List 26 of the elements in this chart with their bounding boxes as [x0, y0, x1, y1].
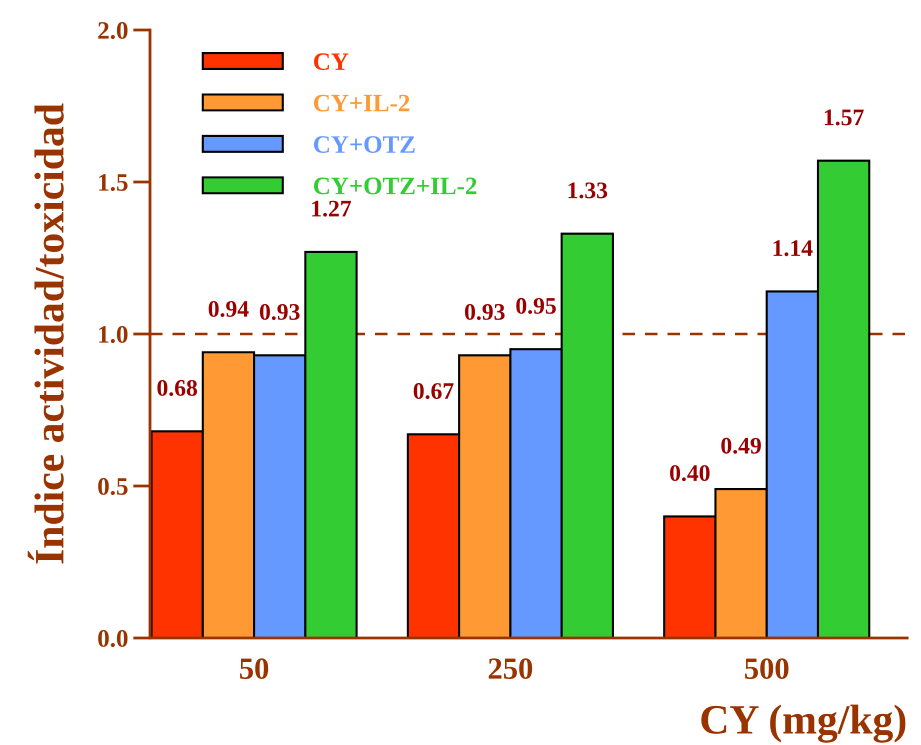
y-tick-label: 0.0 [98, 630, 128, 648]
y-tick-label: 2.0 [98, 22, 128, 40]
data-label: 0.93 [465, 304, 505, 320]
y-tick-label: 0.5 [98, 478, 128, 496]
y-tick-label: 1.5 [99, 174, 128, 192]
y-tick-label: 1.0 [99, 326, 128, 344]
y-axis-title: Índice actividad/toxicidad [28, 104, 64, 564]
data-label: 0.67 [414, 383, 454, 400]
legend-label: CY+IL-2 [314, 94, 410, 112]
legend-label: CY+OTZ [314, 136, 415, 153]
data-label: 0.49 [721, 438, 761, 454]
data-label: 0.95 [516, 298, 556, 314]
data-label: 1.14 [774, 240, 813, 256]
x-tick-label: 250 [488, 658, 532, 679]
data-label: 0.68 [157, 380, 198, 396]
data-label: 1.57 [824, 110, 864, 126]
x-tick-label: 50 [240, 658, 268, 679]
x-axis-title: CY (mg/kg) [701, 704, 906, 743]
legend-label: CY+OTZ+IL-2 [314, 178, 476, 194]
x-tick-label: 500 [745, 658, 788, 679]
data-label: 1.33 [568, 182, 608, 198]
legend-label: CY [314, 53, 348, 70]
data-label: 0.93 [260, 304, 300, 320]
data-label: 0.40 [670, 465, 710, 482]
data-label: 0.94 [208, 300, 249, 317]
data-label: 1.27 [312, 200, 352, 217]
